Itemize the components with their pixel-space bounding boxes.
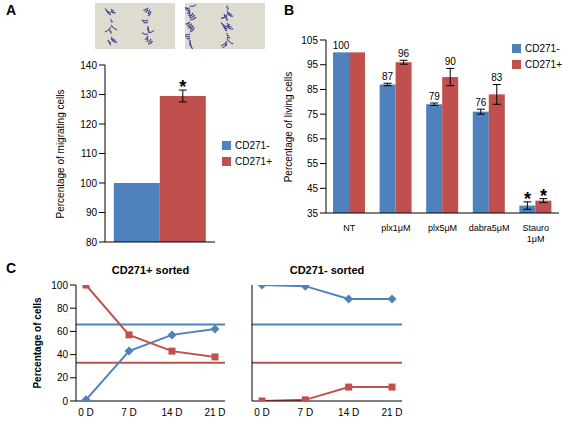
svg-text:0 D: 0 D: [254, 407, 270, 418]
svg-text:21 D: 21 D: [204, 407, 225, 418]
html-text:CD271-: CD271-: [235, 140, 270, 151]
html-text:Percentage of cells: Percentage of cells: [32, 297, 43, 389]
svg-text:plx1μM: plx1μM: [381, 223, 410, 233]
svg-text:95: 95: [307, 59, 319, 70]
svg-text:14 D: 14 D: [338, 407, 359, 418]
svg-text:100: 100: [51, 280, 68, 291]
svg-text:96: 96: [398, 48, 410, 59]
svg-text:110: 110: [81, 148, 97, 159]
svg-text:76: 76: [475, 97, 487, 108]
svg-text:87: 87: [382, 71, 394, 82]
html-text:B: B: [284, 2, 295, 18]
html-text:C: C: [6, 260, 17, 276]
svg-text:65: 65: [307, 133, 319, 144]
html-text:Percentage of living cells: Percentage of living cells: [282, 71, 293, 182]
html-text:CD271+: CD271+: [235, 156, 272, 167]
svg-text:90: 90: [86, 207, 98, 218]
svg-text:dabra5μM: dabra5μM: [469, 223, 510, 233]
html-text:CD271+ sorted: CD271+ sorted: [111, 264, 190, 276]
svg-text:plx5μM: plx5μM: [428, 223, 457, 233]
svg-text:0: 0: [62, 396, 68, 407]
html-text:CD271-: CD271-: [525, 42, 560, 54]
svg-text:*: *: [524, 189, 531, 209]
svg-text:NT: NT: [343, 223, 355, 233]
svg-text:120: 120: [80, 119, 97, 130]
svg-text:100: 100: [80, 178, 97, 189]
html-text:A: A: [6, 2, 17, 18]
svg-text:140: 140: [80, 60, 97, 71]
svg-text:100: 100: [333, 40, 350, 51]
svg-text:80: 80: [57, 303, 69, 314]
svg-text:60: 60: [57, 326, 69, 337]
svg-text:79: 79: [429, 91, 441, 102]
svg-text:85: 85: [307, 84, 319, 95]
html-text:CD271+: CD271+: [525, 58, 562, 70]
svg-text:Stauro1μM: Stauro1μM: [522, 223, 549, 244]
svg-text:40: 40: [57, 349, 69, 360]
svg-text:105: 105: [301, 35, 318, 46]
svg-text:14 D: 14 D: [161, 407, 182, 418]
html-text:CD271- sorted: CD271- sorted: [289, 264, 365, 276]
svg-text:90: 90: [445, 56, 457, 67]
svg-text:7 D: 7 D: [121, 407, 137, 418]
svg-text:75: 75: [307, 109, 319, 120]
svg-text:0 D: 0 D: [78, 407, 94, 418]
svg-text:130: 130: [80, 89, 97, 100]
svg-text:21 D: 21 D: [381, 407, 402, 418]
svg-text:20: 20: [57, 372, 69, 383]
svg-text:55: 55: [307, 158, 319, 169]
svg-text:45: 45: [307, 183, 319, 194]
html-text:Percentage of migrating cells: Percentage of migrating cells: [54, 89, 65, 218]
svg-text:83: 83: [491, 72, 503, 83]
svg-text:35: 35: [307, 208, 319, 219]
svg-text:*: *: [540, 186, 547, 206]
svg-text:80: 80: [86, 237, 98, 248]
svg-text:7 D: 7 D: [298, 407, 314, 418]
